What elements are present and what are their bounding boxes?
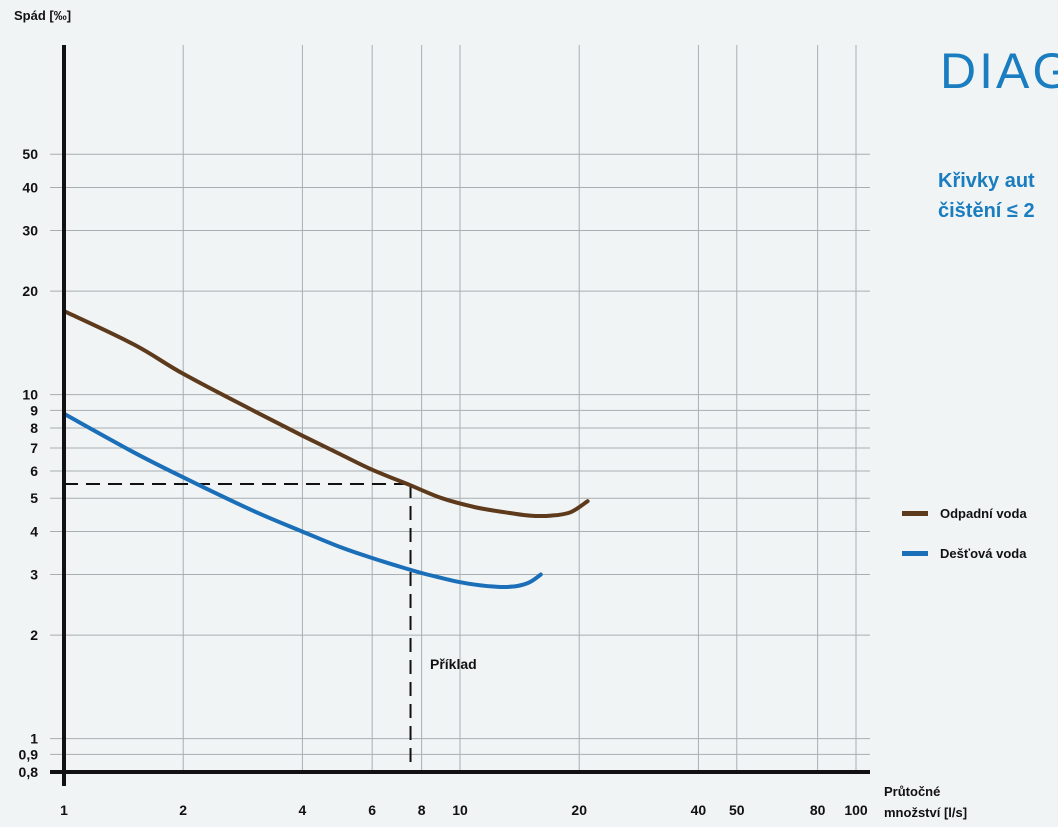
example-guides [64, 482, 412, 772]
page-title: DIAG [940, 43, 1058, 99]
legend-swatch-odpadni-voda [902, 510, 928, 516]
grid [50, 45, 870, 772]
x-tick-label: 20 [571, 802, 587, 818]
y-tick-label: 4 [30, 524, 38, 540]
series-group [62, 309, 590, 590]
legend-item-odpadni-voda: Odpadní voda [902, 502, 1027, 524]
chart-subtitle: Křivky aut čištění ≤ 2 [938, 166, 1035, 226]
y-tick-label: 10 [22, 387, 38, 403]
legend-label-destova-voda: Dešťová voda [940, 545, 1027, 561]
y-tick-label: 2 [30, 627, 38, 643]
y-tick-label: 30 [22, 223, 38, 239]
tick-labels: 1 2 4 6 8 10 20 40 50 80 1000,80,91234567891020304… [19, 146, 868, 818]
y-tick-label: 40 [22, 180, 38, 196]
legend: Odpadní voda Dešťová voda [902, 502, 1027, 582]
x-tick-label: 40 [691, 802, 707, 818]
y-tick-label: 5 [30, 490, 38, 506]
x-tick-label: 6 [368, 802, 376, 818]
axes [50, 45, 870, 786]
y-tick-label: 8 [30, 420, 38, 436]
x-tick-label: 50 [729, 802, 745, 818]
x-tick-label: 100 [844, 802, 868, 818]
y-tick-label: 9 [30, 402, 38, 418]
legend-swatch-destova-voda [902, 550, 928, 556]
legend-item-destova-voda: Dešťová voda [902, 542, 1027, 564]
y-tick-label: 20 [22, 283, 38, 299]
series-line-destova-voda [62, 411, 543, 590]
y-tick-label: 50 [22, 146, 38, 162]
y-tick-label: 7 [30, 440, 38, 456]
series-line-odpadni-voda [62, 309, 590, 519]
y-tick-label: 1 [30, 731, 38, 747]
x-tick-label: 4 [299, 802, 307, 818]
y-tick-label: 0,9 [19, 746, 39, 762]
x-tick-label: 10 [452, 802, 468, 818]
subtitle-line-1: Křivky aut [938, 170, 1035, 192]
x-tick-label: 80 [810, 802, 826, 818]
legend-label-odpadni-voda: Odpadní voda [940, 505, 1027, 521]
y-axis-title: Spád [‰] [14, 8, 71, 23]
x-axis-title-line-2: množství [l/s] [884, 805, 967, 820]
subtitle-line-2: čištění ≤ 2 [938, 200, 1035, 222]
y-tick-label: 3 [30, 567, 38, 583]
x-tick-label: 8 [418, 802, 426, 818]
x-axis-title-line-1: Průtočné [884, 784, 940, 799]
x-tick-label: 2 [179, 802, 187, 818]
y-tick-label: 0,8 [19, 764, 39, 780]
example-label: Příklad [430, 656, 477, 672]
x-tick-label: 1 [60, 802, 68, 818]
y-tick-label: 6 [30, 463, 38, 479]
